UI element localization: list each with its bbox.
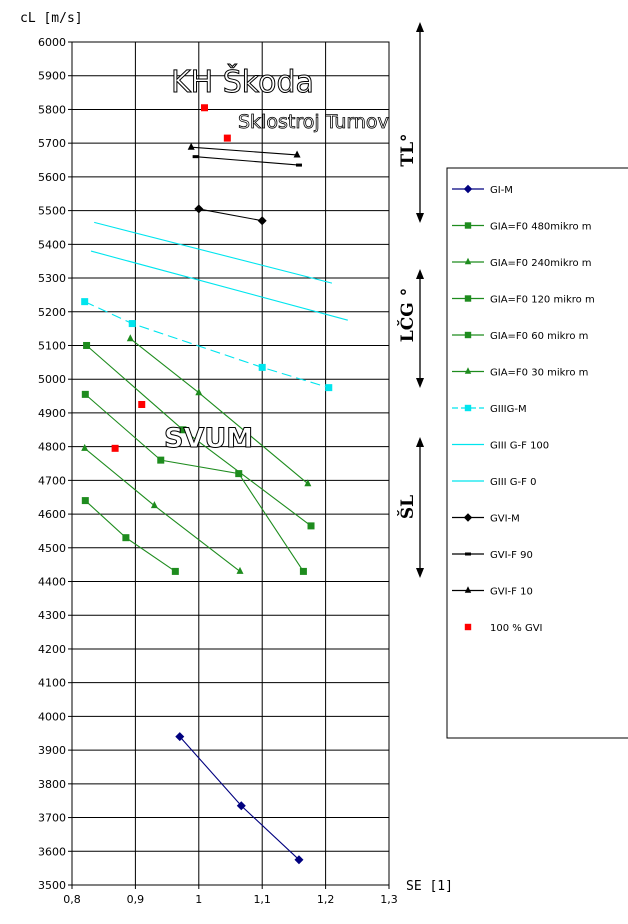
data-point: [201, 104, 208, 111]
y-tick-label: 4000: [38, 710, 66, 723]
y-tick-label: 3600: [38, 845, 66, 858]
region-label-sl: ŠL: [397, 495, 418, 519]
legend-label: GIA=F0 30 mikro m: [490, 368, 588, 379]
data-point: [82, 497, 89, 504]
legend-label: GIA=F0 240mikro m: [490, 258, 592, 269]
x-tick-label: 1,3: [380, 893, 398, 906]
y-tick-label: 5500: [38, 205, 66, 218]
legend-box: [447, 168, 628, 738]
y-tick-label: 4100: [38, 677, 66, 690]
legend-label: GI-M: [490, 185, 513, 196]
y-tick-label: 5000: [38, 373, 66, 386]
data-point: [300, 568, 307, 575]
data-point: [465, 553, 471, 556]
y-tick-label: 4700: [38, 474, 66, 487]
legend-label: GVI-M: [490, 514, 520, 525]
data-point: [129, 320, 136, 327]
y-tick-label: 4600: [38, 508, 66, 521]
y-tick-label: 4300: [38, 609, 66, 622]
x-axis-label: SE [1]: [406, 879, 453, 894]
y-tick-label: 5900: [38, 70, 66, 83]
y-tick-label: 5600: [38, 171, 66, 184]
legend-label: 100 % GVI: [490, 623, 543, 634]
x-tick-label: 0,8: [63, 893, 81, 906]
annotation-skoda: KH Škoda: [171, 63, 314, 100]
y-tick-label: 5200: [38, 306, 66, 319]
data-point: [296, 164, 302, 167]
data-point: [83, 342, 90, 349]
data-point: [465, 405, 471, 411]
data-point: [138, 401, 145, 408]
region-label-lcg: LČG °: [397, 288, 418, 342]
y-tick-label: 4500: [38, 542, 66, 555]
y-tick-label: 5300: [38, 272, 66, 285]
legend-label: GVI-F 10: [490, 587, 533, 598]
y-tick-label: 3500: [38, 879, 66, 892]
data-point: [82, 391, 89, 398]
data-point: [465, 295, 471, 301]
data-point: [112, 445, 119, 452]
data-point: [308, 522, 315, 529]
data-point: [122, 534, 129, 541]
data-point: [193, 155, 199, 158]
legend-label: GIA=F0 480mikro m: [490, 222, 592, 233]
data-point: [465, 332, 471, 338]
region-label-tl: TL°: [398, 133, 418, 166]
data-point: [259, 364, 266, 371]
data-point: [235, 470, 242, 477]
data-point: [465, 624, 471, 630]
legend-label: GVI-F 90: [490, 550, 533, 561]
y-tick-label: 5700: [38, 137, 66, 150]
x-tick-label: 0,9: [127, 893, 145, 906]
legend-label: GIII G-F 0: [490, 477, 536, 488]
y-tick-label: 4900: [38, 407, 66, 420]
legend-label: GIIIG-M: [490, 404, 527, 415]
data-point: [81, 298, 88, 305]
data-point: [465, 222, 471, 228]
y-tick-label: 4800: [38, 441, 66, 454]
legend-label: GIII G-F 100: [490, 441, 549, 452]
x-tick-label: 1: [195, 893, 202, 906]
data-point: [224, 135, 231, 142]
y-tick-label: 4200: [38, 643, 66, 656]
data-point: [325, 384, 332, 391]
data-point: [157, 457, 164, 464]
plot-area: [72, 42, 389, 885]
y-tick-label: 6000: [38, 36, 66, 49]
x-tick-label: 1,1: [253, 893, 271, 906]
y-tick-label: 5100: [38, 339, 66, 352]
legend-label: GIA=F0 120 mikro m: [490, 295, 595, 306]
legend-label: GIA=F0 60 mikro m: [490, 331, 588, 342]
y-tick-label: 3900: [38, 744, 66, 757]
y-tick-label: 4400: [38, 576, 66, 589]
y-tick-label: 3800: [38, 778, 66, 791]
x-tick-label: 1,2: [317, 893, 335, 906]
y-axis-label: cL [m/s]: [20, 11, 83, 26]
annotation-svum: SVUM: [164, 423, 253, 454]
y-tick-label: 5400: [38, 238, 66, 251]
y-tick-label: 5800: [38, 103, 66, 116]
annotation-sklostroj: Sklostroj Turnov: [238, 111, 389, 133]
y-tick-label: 3700: [38, 812, 66, 825]
data-point: [172, 568, 179, 575]
